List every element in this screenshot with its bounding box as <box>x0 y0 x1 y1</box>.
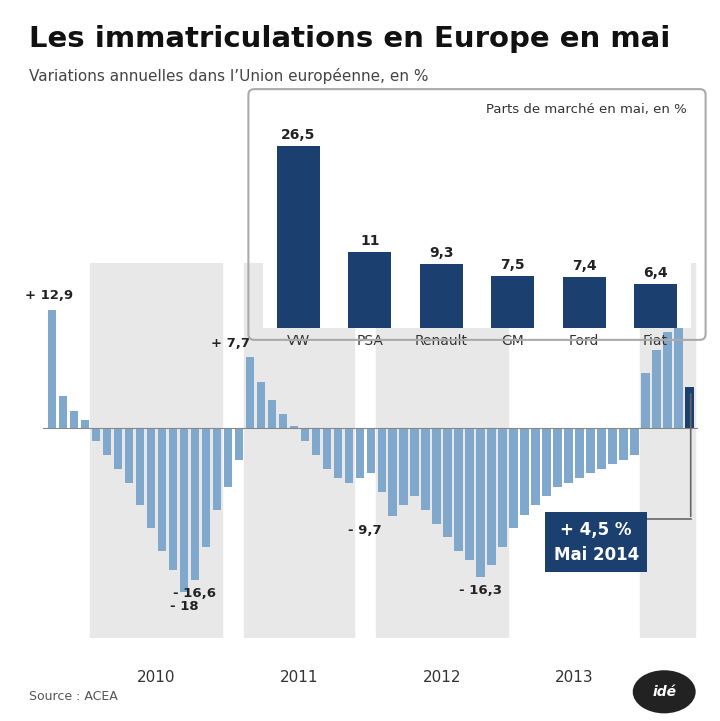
Bar <box>333 428 342 478</box>
Bar <box>420 264 463 328</box>
Bar <box>235 428 243 460</box>
Bar <box>277 146 320 328</box>
Text: 2012: 2012 <box>423 670 462 685</box>
Bar <box>81 420 89 428</box>
Bar <box>91 263 222 638</box>
Bar <box>608 428 617 464</box>
Bar <box>433 428 441 523</box>
Ellipse shape <box>633 671 696 713</box>
Bar <box>114 428 122 469</box>
Bar <box>521 428 529 515</box>
Bar <box>70 411 78 428</box>
Bar <box>125 428 133 482</box>
Text: 11: 11 <box>360 234 379 248</box>
Bar <box>685 386 694 428</box>
Bar <box>634 284 677 328</box>
Text: 2010: 2010 <box>138 670 176 685</box>
Bar <box>366 428 375 474</box>
Text: idé: idé <box>652 685 676 699</box>
Bar <box>377 263 508 638</box>
Bar <box>268 400 276 428</box>
Bar <box>642 373 650 428</box>
Bar <box>59 396 67 428</box>
Text: - 9,7: - 9,7 <box>348 523 382 536</box>
Bar <box>147 428 156 528</box>
Bar <box>586 428 595 474</box>
Bar <box>444 428 452 537</box>
Bar <box>135 428 144 505</box>
Bar <box>244 263 354 638</box>
Bar <box>465 428 474 560</box>
Bar <box>168 428 177 570</box>
Text: + 12,9: + 12,9 <box>24 290 73 303</box>
Text: + 7,7: + 7,7 <box>210 337 250 350</box>
Text: 6,4: 6,4 <box>643 266 668 280</box>
Bar <box>224 428 232 487</box>
Text: 2014: 2014 <box>647 670 689 685</box>
Bar <box>212 428 221 510</box>
Bar <box>542 428 551 496</box>
Text: - 16,3: - 16,3 <box>459 584 503 597</box>
Bar <box>487 428 496 565</box>
Bar <box>510 428 518 528</box>
Bar <box>491 276 534 328</box>
Text: 9,3: 9,3 <box>429 246 454 260</box>
Bar <box>554 428 562 487</box>
Bar <box>619 428 628 460</box>
Text: Les immatriculations en Europe en mai: Les immatriculations en Europe en mai <box>29 25 670 53</box>
Bar <box>675 309 683 428</box>
Bar <box>389 428 397 516</box>
Bar <box>598 428 606 469</box>
Text: - 16,6: - 16,6 <box>174 587 217 600</box>
Bar <box>246 358 254 428</box>
Bar <box>652 350 661 428</box>
Bar <box>179 428 188 593</box>
Text: 7,5: 7,5 <box>500 258 525 273</box>
Text: Parts de marché en mai, en %: Parts de marché en mai, en % <box>486 103 687 116</box>
Bar <box>91 428 100 441</box>
Bar <box>323 428 331 469</box>
Bar <box>256 382 265 428</box>
Text: + 4,5 %
Mai 2014: + 4,5 % Mai 2014 <box>554 521 639 564</box>
Text: 7,4: 7,4 <box>572 259 596 273</box>
Bar <box>630 428 639 455</box>
Text: - 18: - 18 <box>170 600 198 613</box>
Bar <box>48 310 56 428</box>
Bar <box>564 428 573 482</box>
Bar <box>289 426 298 428</box>
Text: Source : ACEA: Source : ACEA <box>29 690 117 703</box>
Bar <box>312 428 320 455</box>
Bar <box>454 428 463 552</box>
Bar <box>279 414 287 428</box>
Bar <box>498 428 507 547</box>
Text: Variations annuelles dans l’Union européenne, en %: Variations annuelles dans l’Union europé… <box>29 68 428 84</box>
Bar <box>563 277 606 328</box>
Bar <box>377 428 386 492</box>
Bar <box>410 428 419 496</box>
Bar <box>202 428 210 547</box>
Bar <box>531 428 540 505</box>
Bar <box>345 428 353 482</box>
Bar <box>575 428 584 478</box>
Bar <box>300 428 309 441</box>
Bar <box>348 252 392 328</box>
Bar <box>421 428 430 510</box>
Bar <box>640 263 695 638</box>
Bar <box>400 428 408 505</box>
Bar <box>356 428 364 478</box>
Bar <box>103 428 112 455</box>
Text: 2013: 2013 <box>555 670 593 685</box>
Text: 2011: 2011 <box>280 670 318 685</box>
Bar <box>477 428 485 577</box>
Text: 26,5: 26,5 <box>282 128 315 141</box>
Bar <box>158 428 166 552</box>
Bar <box>663 332 672 428</box>
Bar <box>191 428 199 580</box>
